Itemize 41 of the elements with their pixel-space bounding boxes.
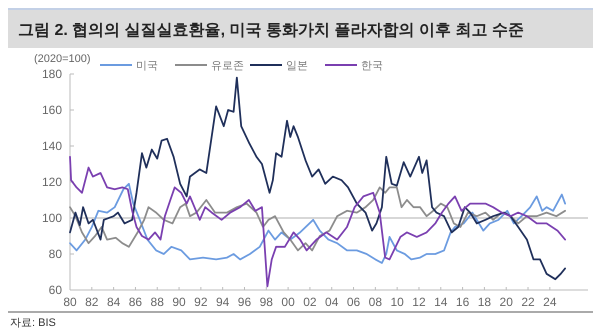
x-tick-label: 98 bbox=[260, 295, 274, 309]
x-tick-label: 90 bbox=[172, 295, 186, 309]
x-tick-label: 96 bbox=[238, 295, 252, 309]
x-tick-label: 94 bbox=[216, 295, 230, 309]
x-tick-label: 82 bbox=[85, 295, 99, 309]
x-tick-label: 24 bbox=[543, 295, 557, 309]
x-tick-label: 80 bbox=[63, 295, 77, 309]
line-series bbox=[69, 182, 566, 264]
y-tick-label: 180 bbox=[42, 67, 62, 81]
x-tick-label: 86 bbox=[128, 295, 142, 309]
x-tick-label: 06 bbox=[346, 295, 361, 309]
text: 자료: BIS bbox=[10, 317, 56, 329]
line-series bbox=[69, 156, 566, 288]
x-tick-label: 20 bbox=[500, 295, 514, 309]
y-tick-label: 160 bbox=[42, 103, 62, 117]
x-tick-label: 00 bbox=[281, 295, 296, 309]
x-tick-label: 22 bbox=[521, 295, 536, 309]
x-tick-label: 88 bbox=[150, 295, 164, 309]
line-series bbox=[69, 76, 566, 280]
legend-label: 일본 bbox=[286, 60, 308, 72]
y-tick-label: 120 bbox=[42, 175, 62, 189]
y-tick-label: 140 bbox=[42, 139, 62, 153]
legend-label: 미국 bbox=[136, 60, 158, 72]
legend-label: 한국 bbox=[361, 60, 383, 72]
x-tick-label: 14 bbox=[434, 295, 448, 309]
y-tick-label: 80 bbox=[48, 247, 62, 261]
x-tick-label: 10 bbox=[390, 295, 404, 309]
x-tick-label: 92 bbox=[194, 295, 208, 309]
chart-title: 그림 2. 협의의 실질실효환율, 미국 통화가치 플라자합의 이후 최고 수준 bbox=[18, 22, 524, 39]
y-tick-label: 100 bbox=[42, 211, 62, 225]
x-tick-label: 08 bbox=[368, 295, 382, 309]
x-tick-label: 16 bbox=[456, 295, 470, 309]
x-tick-label: 12 bbox=[412, 295, 426, 309]
legend-label: 유로존 bbox=[211, 60, 244, 72]
y-axis-title: (2020=100) bbox=[34, 53, 91, 65]
x-tick-label: 02 bbox=[303, 295, 317, 309]
x-tick-label: 18 bbox=[478, 295, 492, 309]
y-tick-label: 60 bbox=[48, 283, 62, 297]
x-tick-label: 84 bbox=[106, 295, 121, 309]
line-series bbox=[69, 186, 566, 252]
x-tick-label: 04 bbox=[325, 295, 339, 309]
